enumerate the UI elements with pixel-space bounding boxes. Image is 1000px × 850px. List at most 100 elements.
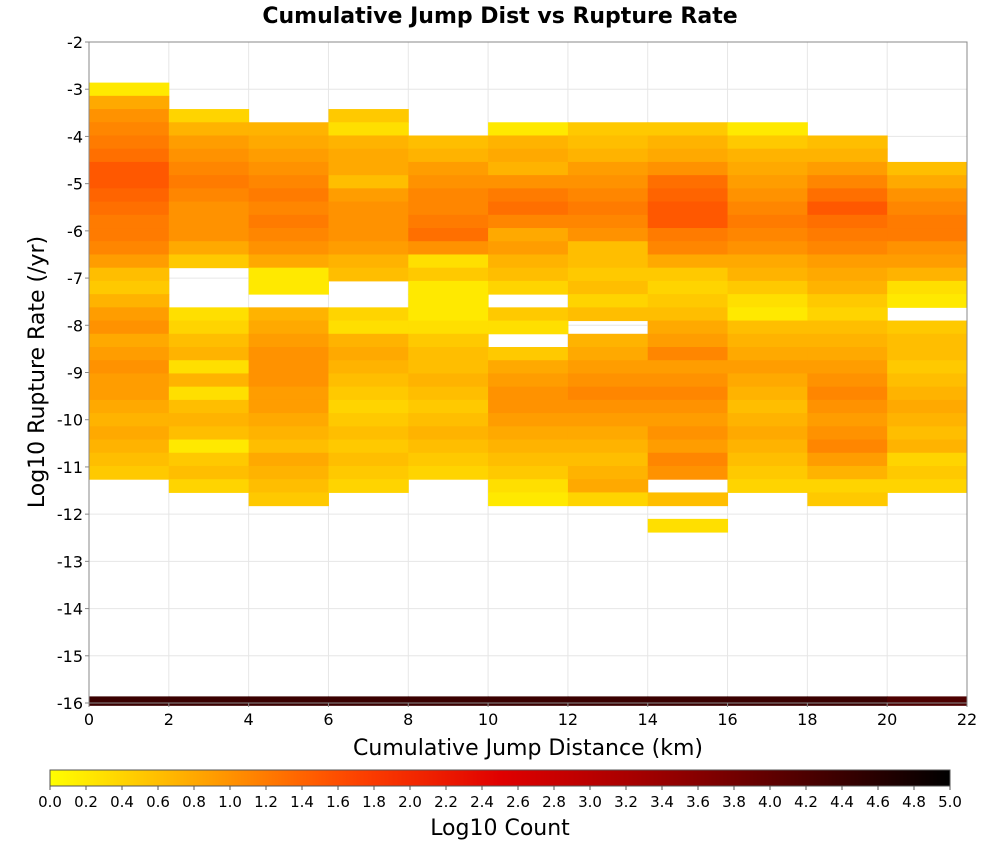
heatmap-cell xyxy=(727,148,808,163)
heatmap-cell xyxy=(328,214,409,229)
heatmap-cell xyxy=(248,254,329,269)
heatmap-cell xyxy=(807,333,888,348)
heatmap-cell xyxy=(248,148,329,163)
heatmap-cell xyxy=(89,109,170,123)
heatmap-cell xyxy=(887,254,968,269)
heatmap-cell xyxy=(168,201,250,216)
heatmap-cell xyxy=(727,452,808,467)
heatmap-cell xyxy=(89,280,170,295)
heatmap-cell xyxy=(807,267,888,282)
heatmap-cell xyxy=(567,148,649,163)
heatmap-cell xyxy=(408,214,489,229)
heatmap-cell xyxy=(328,135,409,150)
colorbar-tick-label: 3.0 xyxy=(578,793,602,811)
heatmap-cell xyxy=(807,161,888,176)
heatmap-cell xyxy=(727,399,808,414)
heatmap-cell xyxy=(328,426,409,441)
heatmap-cell xyxy=(807,175,888,189)
x-tick-label: 0 xyxy=(84,710,94,729)
colorbar-tick-label: 1.8 xyxy=(362,793,386,811)
colorbar-tick-label: 3.2 xyxy=(614,793,638,811)
heatmap-cell xyxy=(408,452,489,467)
heatmap-cell xyxy=(647,201,729,216)
colorbar-tick-label: 0.2 xyxy=(74,793,98,811)
heatmap-cell xyxy=(887,280,968,295)
heatmap-cell xyxy=(488,465,569,480)
heatmap-cell xyxy=(168,214,250,229)
heatmap-cell xyxy=(567,479,649,493)
heatmap-cell xyxy=(647,267,729,282)
heatmap-cell xyxy=(89,452,170,467)
heatmap-cell xyxy=(567,426,649,441)
heatmap-cell xyxy=(168,188,250,203)
heatmap-cell-bottom xyxy=(408,696,489,706)
heatmap-cell xyxy=(328,333,409,348)
heatmap-cell xyxy=(807,320,888,335)
heatmap-cell xyxy=(647,148,729,163)
heatmap-cell xyxy=(248,241,329,255)
heatmap-cell-bottom xyxy=(248,696,329,706)
colorbar-tick-label: 1.2 xyxy=(254,793,278,811)
heatmap-cell xyxy=(168,413,250,427)
y-axis-label: Log10 Rupture Rate (/yr) xyxy=(25,236,50,508)
heatmap-cell xyxy=(328,465,409,480)
heatmap-cell xyxy=(328,360,409,374)
heatmap-cell xyxy=(328,479,409,493)
heatmap-cell xyxy=(567,399,649,414)
y-tick-label: -11 xyxy=(57,458,83,477)
heatmap-cell xyxy=(488,399,569,414)
heatmap-cell xyxy=(647,122,729,136)
heatmap-cell xyxy=(727,135,808,150)
heatmap-cell xyxy=(567,492,649,507)
heatmap-cell xyxy=(567,465,649,480)
heatmap-cell xyxy=(328,399,409,414)
heatmap-cell xyxy=(488,122,569,136)
heatmap-cell xyxy=(807,254,888,269)
heatmap-cell xyxy=(248,161,329,176)
colorbar-tick-label: 4.0 xyxy=(758,793,782,811)
heatmap-cell-bottom xyxy=(727,696,808,706)
colorbar-tick-label: 1.0 xyxy=(218,793,242,811)
x-tick-label: 8 xyxy=(403,710,413,729)
y-axis-ticks: -2 -3 -4 -5 -6 -7 -8 -9 -10 -11 -12 -13 -14 -15 -16 xyxy=(57,33,89,713)
heatmap-cell xyxy=(647,307,729,322)
heatmap-cell xyxy=(408,175,489,189)
heatmap-cell xyxy=(89,214,170,229)
heatmap-cell xyxy=(89,254,170,269)
heatmap-cell xyxy=(408,280,489,295)
heatmap-cell xyxy=(328,373,409,388)
heatmap-cell xyxy=(567,307,649,322)
colorbar-tick-label: 4.4 xyxy=(830,793,854,811)
colorbar-tick-label: 0.8 xyxy=(182,793,206,811)
colorbar-tick-label: 1.6 xyxy=(326,793,350,811)
heatmap-cell xyxy=(567,201,649,216)
heatmap-cell xyxy=(807,399,888,414)
heatmap-cell xyxy=(807,148,888,163)
heatmap-cell xyxy=(488,452,569,467)
heatmap-cell xyxy=(328,254,409,269)
heatmap-cell xyxy=(727,439,808,454)
heatmap-cell xyxy=(408,307,489,322)
heatmap-cell xyxy=(89,148,170,163)
heatmap-cell xyxy=(328,386,409,401)
heatmap-cell xyxy=(727,479,808,493)
heatmap-cell xyxy=(567,254,649,269)
heatmap-cell-bottom xyxy=(488,696,569,706)
heatmap-cell xyxy=(807,452,888,467)
heatmap-cell xyxy=(248,201,329,216)
heatmap-cell xyxy=(328,439,409,454)
heatmap-cell xyxy=(248,386,329,401)
heatmap-cell xyxy=(647,399,729,414)
heatmap-cell-bottom xyxy=(567,696,649,706)
heatmap-cell xyxy=(168,175,250,189)
heatmap-cell xyxy=(408,386,489,401)
colorbar-tick-label: 0.6 xyxy=(146,793,170,811)
heatmap-cell xyxy=(647,241,729,255)
heatmap-cell xyxy=(248,465,329,480)
heatmap-cell xyxy=(567,267,649,282)
heatmap-cell xyxy=(89,320,170,335)
heatmap-cell xyxy=(168,241,250,255)
heatmap-cell xyxy=(408,399,489,414)
heatmap-cell xyxy=(647,439,729,454)
